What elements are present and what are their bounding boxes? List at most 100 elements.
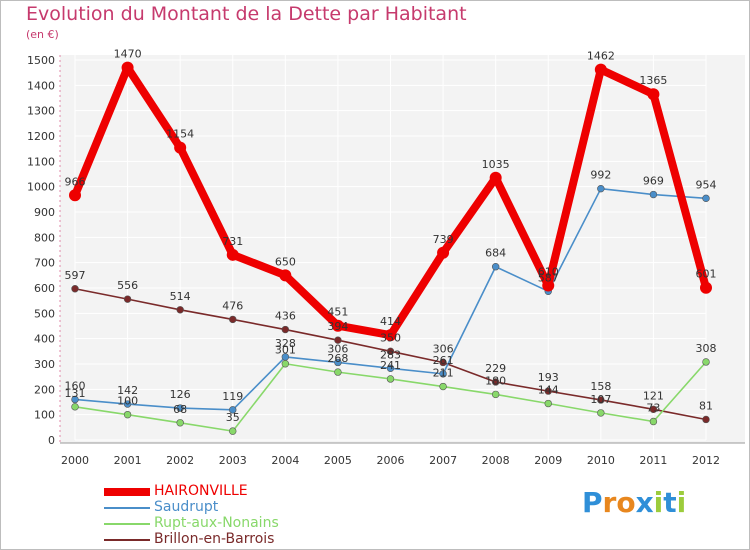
legend-swatch — [104, 523, 150, 525]
y-tick-label: 0 — [48, 434, 55, 447]
data-label: 610 — [538, 265, 559, 278]
data-point — [334, 358, 342, 367]
unit-label: (en €) — [26, 28, 59, 41]
data-point — [386, 364, 395, 373]
data-point — [491, 390, 500, 399]
data-label: 650 — [275, 255, 296, 268]
data-label: 193 — [538, 371, 559, 384]
data-label: 1154 — [166, 128, 194, 141]
chart-title: Evolution du Montant de la Dette par Hab… — [26, 3, 467, 25]
data-point — [649, 405, 658, 414]
data-label: 601 — [696, 268, 717, 281]
data-point — [544, 387, 552, 395]
data-point — [71, 403, 79, 411]
data-point — [334, 368, 342, 376]
logo-letter: r — [602, 486, 617, 519]
data-label: 1035 — [482, 158, 510, 171]
y-tick-label: 1100 — [27, 155, 55, 168]
logo-letter: o — [616, 486, 636, 519]
data-point — [331, 319, 344, 332]
data-point — [281, 360, 290, 368]
data-label: 126 — [170, 388, 191, 401]
data-label: 436 — [275, 310, 296, 323]
data-point — [229, 315, 237, 324]
data-point — [597, 184, 605, 193]
logo-letter: x — [635, 486, 654, 519]
x-tick-label: 2010 — [587, 454, 615, 467]
x-tick-label: 2012 — [692, 454, 720, 467]
data-label: 587 — [538, 271, 559, 284]
y-tick-label: 400 — [34, 333, 55, 346]
logo-letter: i — [676, 486, 687, 519]
x-tick-label: 2002 — [166, 454, 194, 467]
data-point — [71, 285, 79, 293]
data-label: 969 — [643, 175, 664, 188]
legend-swatch — [104, 488, 150, 496]
data-point — [702, 358, 710, 366]
data-label: 306 — [433, 342, 454, 355]
legend-swatch — [104, 539, 150, 541]
data-label: 73 — [646, 402, 660, 415]
data-label: 514 — [170, 290, 191, 303]
y-tick-label: 1200 — [27, 130, 55, 143]
x-tick-label: 2001 — [114, 454, 142, 467]
y-tick-label: 100 — [34, 409, 55, 422]
y-tick-label: 500 — [34, 307, 55, 320]
data-label: 142 — [117, 384, 138, 397]
data-label: 414 — [380, 315, 401, 328]
data-point — [439, 358, 447, 367]
plot-area — [60, 55, 745, 443]
y-tick-label: 200 — [34, 383, 55, 396]
legend-label: Rupt-aux-Nonains — [154, 515, 279, 531]
data-label: 81 — [699, 399, 713, 412]
y-tick-label: 900 — [34, 206, 55, 219]
legend-label: Brillon-en-Barrois — [154, 531, 275, 547]
data-label: 283 — [380, 348, 401, 361]
data-point — [123, 410, 132, 419]
y-tick-label: 1000 — [27, 181, 55, 194]
data-label: 739 — [433, 233, 454, 246]
y-tick-label: 600 — [34, 282, 55, 295]
data-label: 211 — [433, 367, 454, 380]
x-tick-label: 2011 — [639, 454, 667, 467]
data-label: 1462 — [587, 50, 615, 63]
data-label: 731 — [222, 235, 243, 248]
data-label: 992 — [590, 169, 611, 182]
data-point — [491, 378, 500, 386]
data-point — [71, 395, 79, 404]
data-label: 268 — [327, 352, 348, 365]
data-label: 68 — [173, 403, 187, 416]
data-label: 394 — [327, 320, 348, 333]
data-point — [229, 427, 237, 435]
y-tick-label: 1500 — [27, 54, 55, 67]
data-point — [489, 171, 502, 184]
data-label: 180 — [485, 374, 506, 387]
data-point — [176, 306, 184, 314]
data-point — [439, 382, 447, 391]
data-point — [281, 353, 290, 361]
data-point — [176, 419, 184, 427]
data-point — [281, 325, 290, 334]
x-tick-label: 2009 — [534, 454, 562, 467]
data-label: 350 — [380, 331, 401, 344]
y-tick-label: 1300 — [27, 105, 55, 118]
data-point — [334, 336, 342, 344]
data-point — [700, 281, 712, 294]
data-point — [649, 417, 658, 426]
y-tick-label: 700 — [34, 257, 55, 270]
data-label: 966 — [65, 175, 86, 188]
data-point — [174, 141, 187, 154]
data-label: 476 — [222, 299, 243, 312]
logo-letter: i — [653, 486, 664, 519]
y-tick-label: 300 — [34, 358, 55, 371]
proxiti-logo: Proxiti — [582, 486, 686, 519]
y-tick-label: 1400 — [27, 79, 55, 92]
data-label: 119 — [222, 390, 243, 403]
data-point — [69, 189, 81, 202]
x-tick-label: 2005 — [324, 454, 352, 467]
data-label: 144 — [538, 384, 559, 397]
data-point — [121, 61, 134, 74]
data-point — [386, 347, 395, 356]
data-point — [647, 88, 660, 101]
y-tick-label: 800 — [34, 231, 55, 244]
